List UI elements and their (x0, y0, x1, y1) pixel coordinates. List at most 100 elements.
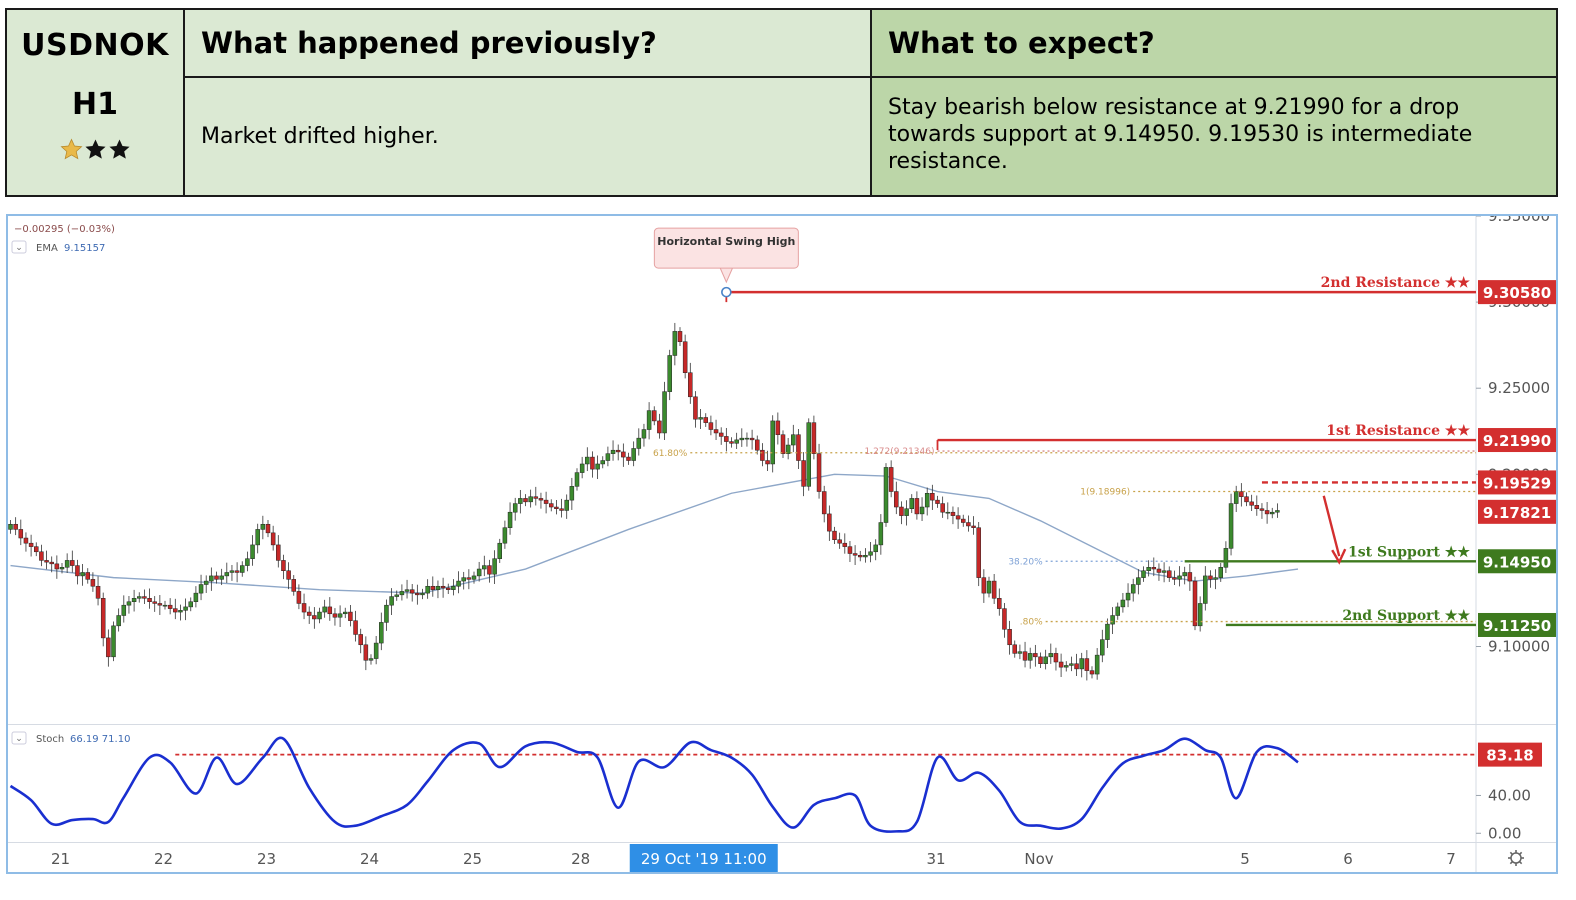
callout-box (653, 227, 799, 269)
candle-down (621, 451, 626, 458)
candle-down (894, 491, 899, 508)
candle-down (358, 634, 363, 646)
candle-up (883, 467, 889, 523)
candle-up (322, 606, 327, 613)
candle-down (23, 537, 29, 544)
level-name: 1st Support ★★ (1348, 544, 1470, 560)
candle-down (760, 449, 765, 461)
candle-down (682, 341, 688, 373)
candle-up (1136, 577, 1141, 585)
x-tick-label: 24 (360, 850, 379, 868)
candle-up (399, 591, 405, 596)
candle-up (1110, 615, 1115, 625)
candle-down (214, 575, 219, 580)
candle-up (646, 410, 652, 430)
pair-cell: USDNOK H1 (7, 10, 185, 195)
price-label-box (1478, 499, 1556, 524)
candle-up (904, 508, 909, 516)
candle-up (435, 585, 441, 590)
expect-text: Stay bearish below resistance at 9.21990… (872, 78, 1556, 195)
candle-up (497, 542, 502, 559)
price-chart-panel[interactable]: 9.350009.300009.250009.200009.1000061.80… (6, 214, 1558, 874)
candle-down (991, 580, 997, 599)
candle-up (585, 456, 590, 465)
gear-icon-tooth (1518, 851, 1523, 856)
candle-down (440, 585, 446, 589)
candle-up (631, 448, 636, 461)
price-label: 9.11250 (1483, 617, 1551, 635)
candle-up (183, 606, 188, 611)
price-label-box (1478, 549, 1556, 574)
candle-up (250, 544, 255, 559)
candle-up (116, 615, 121, 627)
candle-up (1177, 575, 1182, 580)
candle-down (446, 587, 451, 590)
candle-down (914, 498, 920, 515)
price-chart[interactable]: 9.350009.300009.250009.200009.1000061.80… (8, 216, 1556, 872)
candle-up (1130, 584, 1136, 594)
candle-down (276, 544, 281, 561)
candle-down (44, 560, 49, 563)
candle-down (332, 613, 338, 618)
candle-up (188, 601, 193, 608)
x-tick-label: 31 (926, 850, 945, 868)
candle-up (945, 511, 951, 514)
stoch-tick-label: 40.00 (1488, 786, 1531, 804)
y-tick-label: 9.10000 (1488, 638, 1550, 656)
fib-label: 61.80% (653, 449, 688, 459)
candle-up (1069, 663, 1074, 666)
candle-up (404, 589, 410, 592)
candle-down (1244, 496, 1249, 503)
candle-up (1027, 653, 1033, 661)
candle-down (765, 460, 770, 465)
candle-down (1038, 656, 1043, 664)
candle-up (641, 429, 647, 439)
candle-down (142, 596, 147, 599)
candle-up (1213, 577, 1218, 580)
candle-down (976, 527, 981, 578)
candle-down (811, 422, 817, 454)
candle-down (703, 417, 708, 423)
level-name: 1st Resistance ★★ (1326, 423, 1470, 439)
price-label: 9.21990 (1483, 432, 1551, 450)
chevron-down-icon: ⌄ (15, 243, 23, 253)
callout-pointer (718, 265, 734, 284)
candle-down (95, 585, 101, 599)
candle-up (137, 596, 142, 599)
candle-down (961, 518, 966, 523)
stoch-tick-label: 0.00 (1488, 824, 1521, 842)
candle-up (1100, 639, 1105, 656)
candle-down (930, 492, 935, 501)
candle-down (559, 508, 564, 511)
candle-up (343, 611, 348, 615)
fib-label: .80% (1020, 618, 1043, 628)
candle-down (1192, 580, 1198, 627)
expect-heading: What to expect? (872, 10, 1556, 78)
price-label-box (1478, 280, 1556, 305)
star-icon (84, 139, 106, 159)
candle-down (888, 467, 894, 492)
candle-up (667, 355, 672, 392)
candle-up (1223, 548, 1229, 568)
x-tick-label: 6 (1343, 850, 1353, 868)
candle-down (966, 522, 971, 527)
candle-down (554, 506, 559, 509)
gear-icon-tooth (1509, 860, 1514, 865)
ema-value: 9.15157 (64, 243, 105, 254)
candle-down (755, 439, 760, 451)
candle-down (626, 456, 631, 461)
candle-up (739, 437, 745, 441)
candle-down (549, 503, 554, 508)
price-label: 9.17821 (1483, 504, 1551, 522)
star-icon (108, 139, 130, 159)
price-label-box (1478, 428, 1556, 453)
candle-up (240, 565, 245, 573)
candle-down (270, 532, 276, 546)
candle-up (1079, 658, 1084, 670)
stoch-values: 66.19 71.10 (70, 734, 130, 745)
candle-up (80, 572, 85, 577)
swing-high-label: Horizontal Swing High (657, 235, 795, 248)
candle-down (1239, 491, 1244, 497)
candle-up (1146, 567, 1151, 571)
symbol-label: USDNOK (21, 28, 169, 63)
